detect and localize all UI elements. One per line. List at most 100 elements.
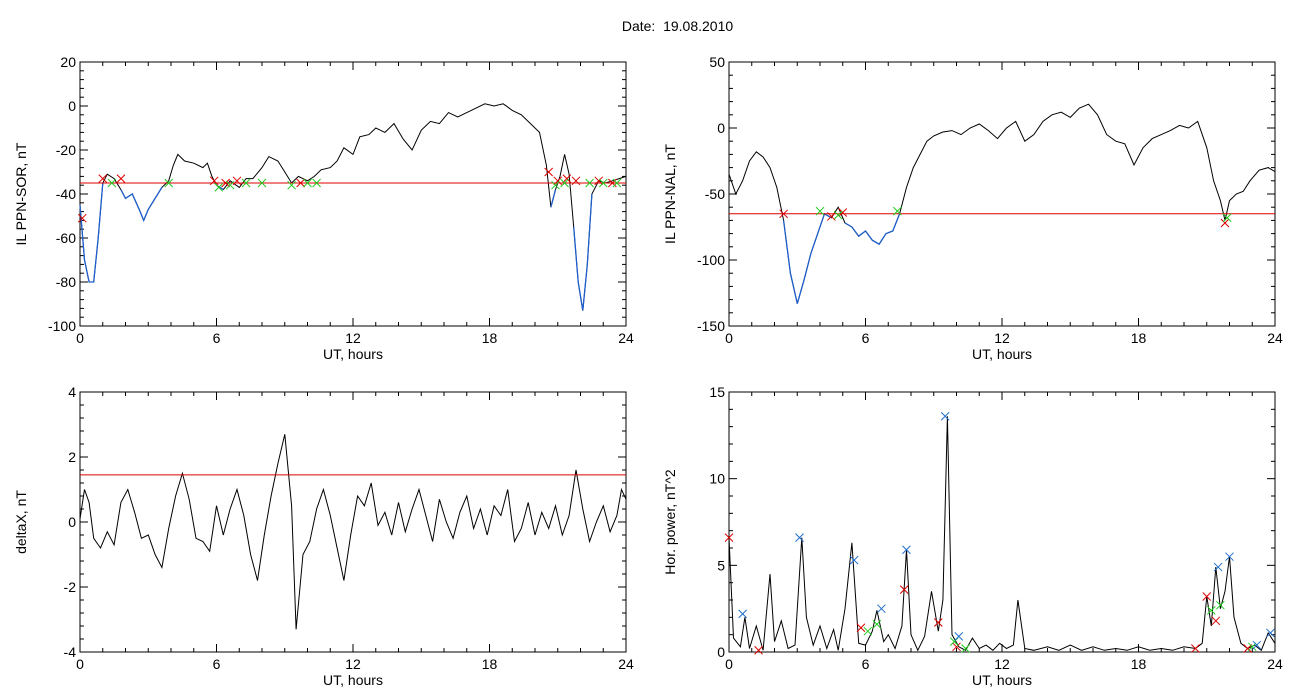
green-cross-marker-stroke xyxy=(312,178,321,188)
green-cross-marker xyxy=(892,206,902,216)
green-cross-marker-stroke xyxy=(598,178,608,188)
green-cross-marker-stroke xyxy=(241,178,251,188)
blue-cross-marker xyxy=(738,609,748,619)
x-tick-label: 12 xyxy=(994,656,1010,672)
red-cross-marker xyxy=(1243,644,1253,653)
red-cross-marker xyxy=(1211,616,1221,626)
blue-cross-marker-stroke xyxy=(954,632,964,641)
x-tick-label: 18 xyxy=(482,330,498,346)
red-cross-marker-stroke xyxy=(724,533,734,542)
x-tick-label: 12 xyxy=(345,330,361,346)
red-cross-marker-stroke xyxy=(221,178,230,188)
x-axis-label: UT, hours xyxy=(323,672,383,688)
red-cross-marker xyxy=(98,174,108,183)
red-cross-marker xyxy=(952,642,961,652)
green-cross-marker xyxy=(1247,642,1257,652)
green-cross-marker-stroke xyxy=(585,178,594,188)
red-cross-marker xyxy=(544,167,554,177)
red-cross-marker-stroke xyxy=(232,176,242,186)
red-cross-marker-stroke xyxy=(933,618,943,627)
y-tick-label: 10 xyxy=(709,471,725,487)
green-cross-marker-stroke xyxy=(551,180,560,190)
green-cross-marker-stroke xyxy=(560,178,569,188)
red-cross-marker-stroke xyxy=(1220,218,1230,228)
plot-frame xyxy=(728,391,1276,653)
y-tick-label: -60 xyxy=(56,230,76,246)
x-tick-label: 24 xyxy=(1267,656,1283,672)
x-tick-label: 6 xyxy=(862,330,870,346)
red-cross-marker xyxy=(296,178,306,188)
blue-cross-marker xyxy=(1225,552,1234,562)
blue-cross-marker xyxy=(954,632,964,641)
blue-cross-marker-stroke xyxy=(1225,552,1234,562)
y-tick-label: -50 xyxy=(705,186,725,202)
green-cross-marker-stroke xyxy=(1206,606,1216,615)
red-cross-marker xyxy=(779,209,788,219)
green-cross-marker-stroke xyxy=(303,178,312,188)
below-threshold-segment xyxy=(782,212,832,304)
green-cross-marker xyxy=(863,626,873,636)
green-cross-marker-stroke xyxy=(863,626,873,636)
blue-cross-marker xyxy=(795,533,804,542)
green-cross-marker-stroke xyxy=(107,178,117,188)
below-threshold-segment xyxy=(573,193,593,311)
green-cross-marker xyxy=(598,178,608,188)
x-tick-label: 24 xyxy=(1267,330,1283,346)
blue-cross-marker xyxy=(1266,628,1275,638)
series-line xyxy=(728,416,1276,652)
x-tick-label: 12 xyxy=(345,656,361,672)
green-cross-marker-stroke xyxy=(214,183,224,192)
green-cross-marker-stroke xyxy=(833,210,843,220)
green-cross-marker xyxy=(303,178,312,188)
green-cross-marker xyxy=(1206,606,1216,615)
red-cross-marker xyxy=(209,176,219,186)
green-cross-marker-stroke xyxy=(287,180,296,190)
green-cross-marker xyxy=(612,178,622,188)
y-axis-label: IL PPN-SOR, nT xyxy=(13,142,29,245)
red-cross-marker xyxy=(899,585,909,594)
x-tick-label: 6 xyxy=(862,656,870,672)
blue-cross-marker-stroke xyxy=(795,533,804,542)
y-tick-label: -40 xyxy=(56,186,76,202)
y-axis-label: deltaX, nT xyxy=(13,490,29,554)
red-cross-marker xyxy=(933,618,943,627)
blue-cross-marker xyxy=(940,411,950,421)
y-tick-label: -2 xyxy=(64,579,77,595)
x-tick-label: 24 xyxy=(618,330,634,346)
red-cross-marker xyxy=(856,623,866,633)
y-tick-label: -4 xyxy=(64,644,77,660)
green-cross-marker-stroke xyxy=(257,178,267,188)
red-cross-marker-stroke xyxy=(1243,644,1253,653)
green-cross-marker xyxy=(257,178,267,188)
red-cross-marker xyxy=(754,645,763,655)
red-cross-marker-stroke xyxy=(296,178,306,188)
blue-cross-marker xyxy=(877,604,886,614)
chart-sor: 0 6 12 18 24 -100 -80 -60 -40 -20 0 20 UT, hours IL P… xyxy=(13,54,634,362)
y-tick-label: 15 xyxy=(709,384,725,400)
red-cross-marker-stroke xyxy=(562,174,572,183)
x-tick-label: 0 xyxy=(76,330,84,346)
plot-frame xyxy=(79,61,627,327)
plot-frame xyxy=(728,61,1276,327)
chart-power: 0 6 12 18 24 0 5 10 15 UT, hours Hor. power, nT^2 xyxy=(662,384,1283,688)
red-cross-marker-stroke xyxy=(209,176,219,186)
y-tick-label: -150 xyxy=(697,318,725,334)
red-cross-marker-stroke xyxy=(571,176,581,186)
green-cross-marker xyxy=(214,183,224,192)
date-value: 19.08.2010 xyxy=(663,18,734,34)
y-tick-label: 4 xyxy=(68,384,76,400)
blue-cross-marker-stroke xyxy=(940,411,950,421)
red-cross-marker xyxy=(553,176,563,186)
red-cross-marker-stroke xyxy=(98,174,108,183)
series-line xyxy=(728,103,1276,304)
below-threshold-segment xyxy=(79,182,104,283)
y-tick-label: 20 xyxy=(60,54,76,70)
x-tick-label: 0 xyxy=(725,656,733,672)
red-cross-marker xyxy=(607,178,617,188)
y-tick-label: -100 xyxy=(48,318,76,334)
red-cross-marker xyxy=(221,178,230,188)
y-tick-label: 0 xyxy=(68,98,76,114)
green-cross-marker xyxy=(961,644,970,653)
